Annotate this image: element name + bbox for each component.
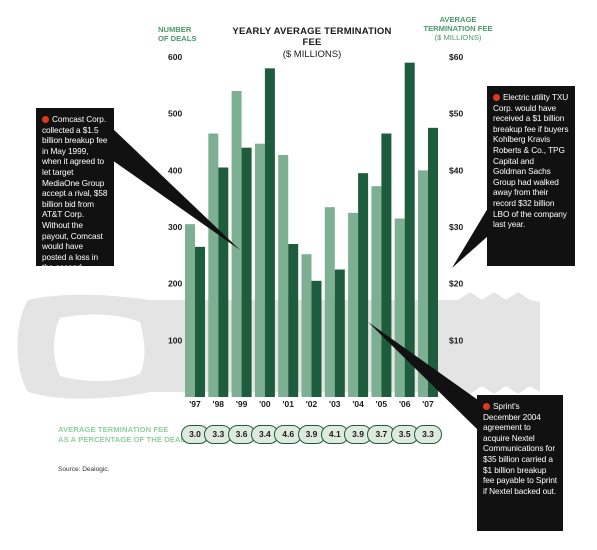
fee-bar [195,246,205,397]
txu-callout-pointer [452,208,488,268]
left-tick-label: 200 [168,279,182,289]
x-tick-label: '98 [213,399,225,409]
x-axis-ticks: '97 '98 '99 '00 '01 '02 '03 '04 '05 '06 '07 [189,399,434,409]
left-axis-title-line: OF DEALS [158,34,197,43]
right-tick-label: $10 [449,335,463,345]
deals-bar [278,155,289,397]
x-tick-label: '01 [282,399,294,409]
right-tick-label: $50 [449,109,463,119]
x-tick-label: '03 [329,399,341,409]
x-tick-label: '02 [306,399,318,409]
deals-bar [418,170,428,397]
deals-series [185,91,428,397]
x-tick-label: '07 [422,399,434,409]
fee-bar [428,127,438,397]
right-axis-ticks: $10 $20 $30 $40 $50 $60 [449,52,463,345]
left-tick-label: 600 [168,52,182,62]
fee-bar [334,269,345,397]
deals-bar [348,212,359,397]
x-tick-label: '06 [399,399,411,409]
left-tick-label: 100 [168,335,182,345]
x-tick-label: '99 [236,399,248,409]
deals-bar [185,224,195,397]
deals-bar [371,186,382,397]
comcast-callout-text: Comcast Corp. collected a $1.5 billion b… [42,114,108,294]
right-tick-label: $20 [449,279,463,289]
deals-bar [254,143,265,397]
pct-of-deal-badge: 3.6 [227,425,256,444]
right-tick-label: $60 [449,52,463,62]
left-tick-label: 500 [168,109,182,119]
right-tick-label: $30 [449,222,463,232]
right-axis-title-line: AVERAGE [439,15,477,24]
fee-series [195,62,438,398]
x-tick-label: '04 [352,399,364,409]
callout-bullet-icon [483,403,490,410]
pct-of-deal-badge: 4.6 [274,425,303,444]
fee-bar [358,173,369,397]
left-axis-title: NUMBER OF DEALS [158,25,196,43]
pct-of-deal-badge: 3.3 [414,425,442,444]
sprint-callout: Sprint's December 2004 agreement to acqu… [477,395,563,531]
deals-bar [301,254,312,397]
deals-bar [394,218,405,397]
left-tick-label: 300 [168,222,182,232]
left-axis-ticks: 100 200 300 400 500 600 [168,52,182,345]
chart-title: YEARLY AVERAGE TERMINATION FEE [232,26,392,48]
comcast-callout: Comcast Corp. collected a $1.5 billion b… [36,108,114,294]
fee-bar [241,147,252,397]
callout-bullet-icon [42,116,49,123]
chart-title-block: YEARLY AVERAGE TERMINATION FEE ($ MILLIO… [222,26,402,60]
deals-bar [208,133,219,397]
x-tick-label: '00 [259,399,271,409]
pct-of-deal-badge: 3.7 [367,425,396,444]
fee-bar [264,68,275,397]
fee-bar [311,280,322,397]
chart-subtitle: ($ MILLIONS) [282,49,342,60]
deals-bar [324,207,335,397]
right-axis-title-line: ($ MILLIONS) [434,33,482,42]
left-axis-title-line: NUMBER [158,25,192,34]
sprint-callout-text: Sprint's December 2004 agreement to acqu… [483,401,558,496]
fee-bar [288,244,299,397]
comcast-callout-pointer [112,128,240,250]
x-tick-label: '05 [376,399,388,409]
callout-bullet-icon [493,94,500,101]
pct-of-deal-label-line: AS A PERCENTAGE OF THE DEAL [58,434,186,444]
x-tick-label: '97 [189,399,201,409]
right-tick-label: $40 [449,165,463,175]
txu-callout-text: Electric utility TXU Corp. would have re… [493,92,569,230]
pct-of-deal-label: AVERAGE TERMINATION FEE AS A PERCENTAGE … [58,425,188,444]
fee-bar [404,62,415,398]
txu-callout: Electric utility TXU Corp. would have re… [487,86,575,266]
right-axis-title: AVERAGE TERMINATION FEE ($ MILLIONS) [418,15,498,42]
left-tick-label: 400 [168,165,182,175]
source-note: Source: Dealogic. [58,466,110,473]
fee-bar [381,133,392,397]
fee-bar [218,167,229,397]
right-axis-title-line: TERMINATION FEE [423,24,493,33]
deals-bar [231,91,242,397]
sprint-callout-pointer [368,322,478,430]
pct-of-deal-label-line: AVERAGE TERMINATION FEE [58,425,169,434]
